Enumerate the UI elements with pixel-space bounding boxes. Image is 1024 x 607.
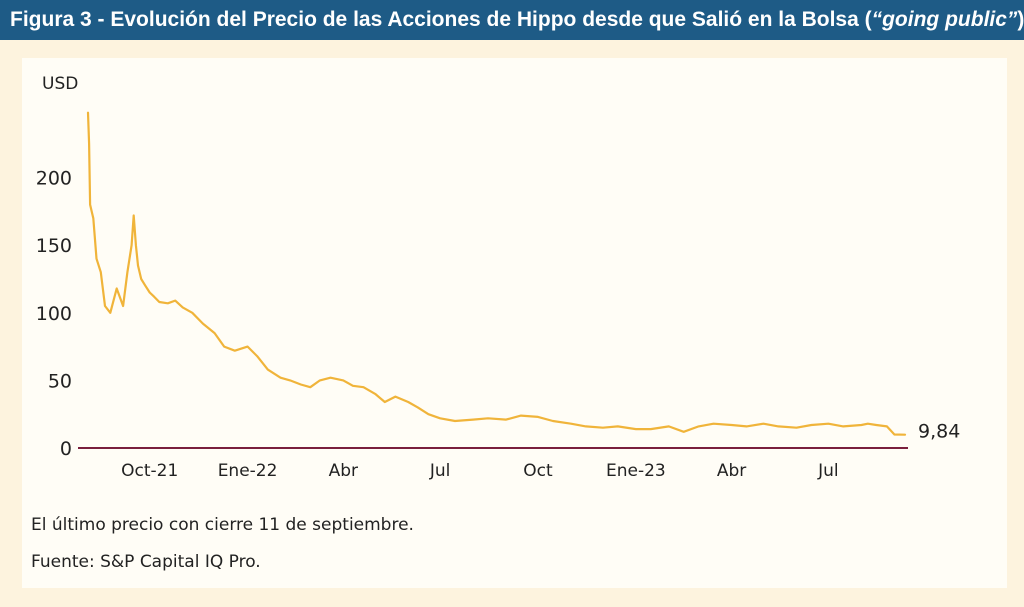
x-tick-label: Ene-23 [606,461,666,481]
y-tick-label: 0 [60,438,72,460]
chart-panel [22,58,1007,588]
x-tick-label: Abr [717,461,746,481]
figure-title-suffix: ) [1017,8,1024,31]
x-tick-label: Oct [523,461,553,481]
x-tick-label: Abr [329,461,358,481]
x-tick-label: Jul [429,461,451,481]
chart-source: Fuente: S&P Capital IQ Pro. [31,552,261,572]
chart-note: El último precio con cierre 11 de septie… [31,515,414,535]
price-series-line [86,111,907,436]
x-tick-label: Oct-21 [121,461,178,481]
figure-title-emphasis: “going public” [871,8,1018,31]
figure-title: Figura 3 - Evolución del Precio de las A… [0,0,1024,40]
y-tick-label: 50 [48,370,72,392]
figure-title-prefix: Figura 3 - Evolución del Precio de las A… [10,8,872,31]
x-tick-label: Jul [817,461,839,481]
last-value-label: 9,84 [918,421,960,443]
y-tick-label: 200 [36,168,72,190]
x-tick-label: Ene-22 [218,461,278,481]
y-axis-label: USD [42,74,78,94]
y-tick-label: 150 [36,235,72,257]
y-tick-label: 100 [36,303,72,325]
